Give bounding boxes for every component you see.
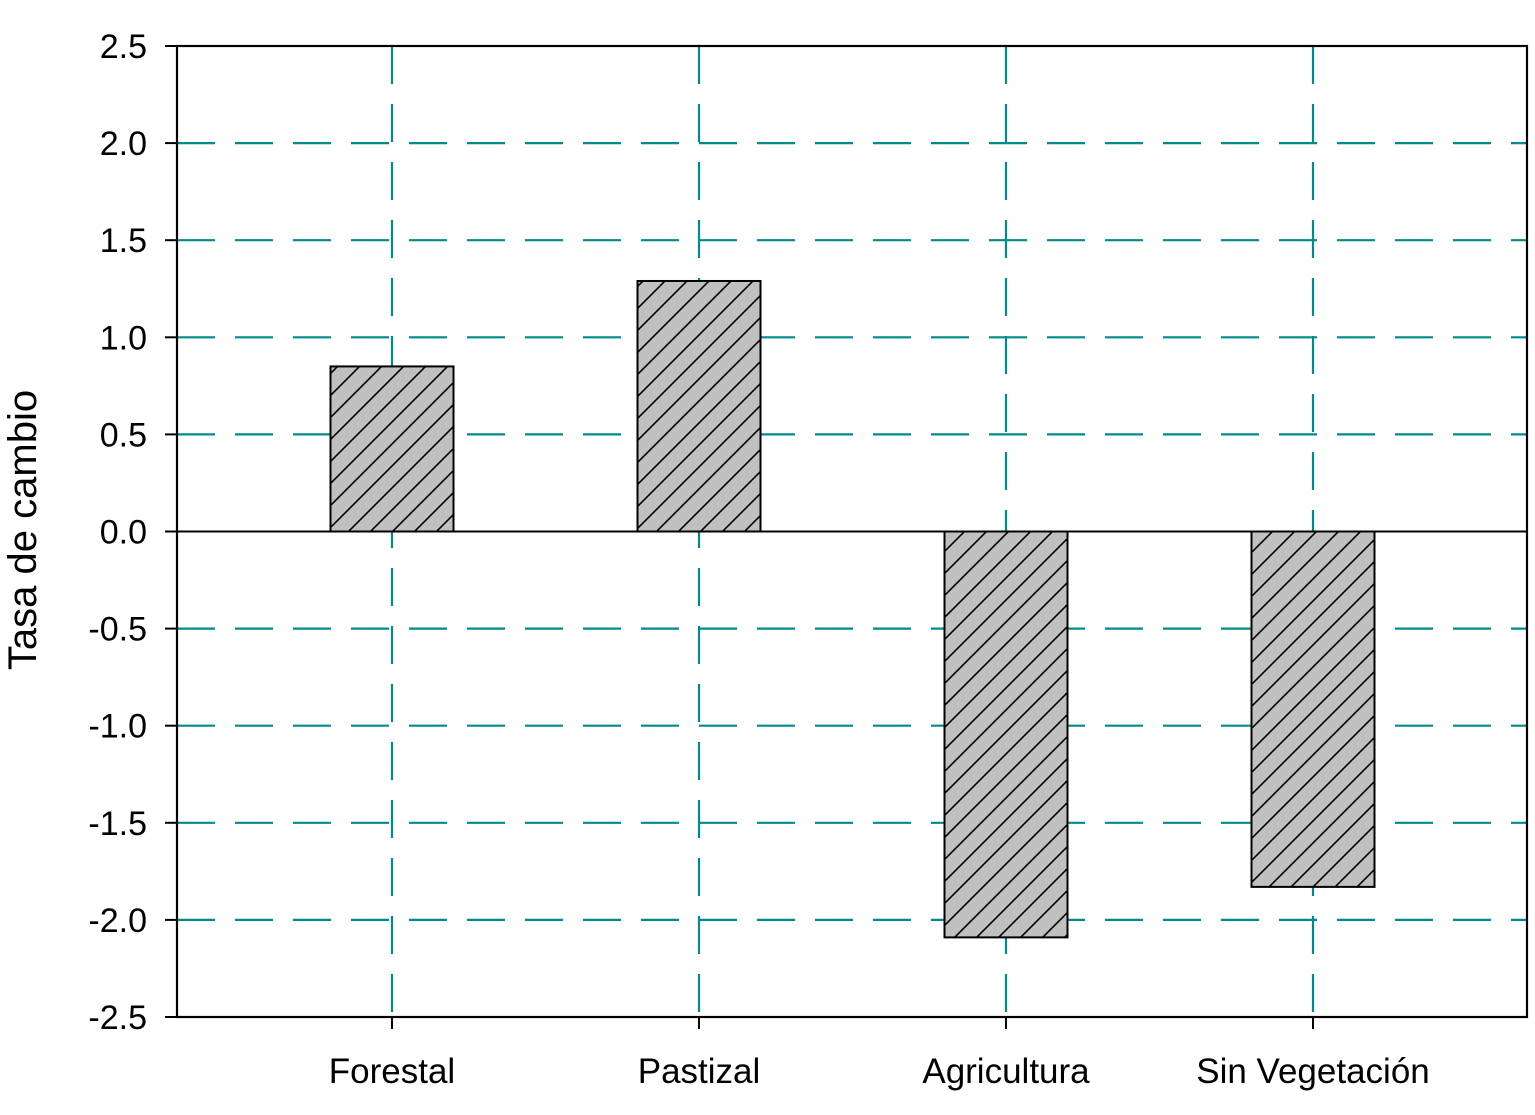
y-tick-label: 2.0 [100, 125, 147, 163]
y-tick-label: -2.5 [88, 999, 147, 1037]
bars-layer [329, 279, 1376, 939]
labels-layer: 2.5 2.0 1.5 1.0 0.5 0.0 -0.5 -1.0 -1.5 -2.0 -2.5 Fo… [88, 28, 1429, 1091]
axes-layer [165, 44, 1529, 1029]
x-category-label: Pastizal [638, 1052, 761, 1091]
y-tick-label: -1.5 [88, 805, 147, 843]
y-tick-label: -2.0 [88, 902, 147, 940]
y-tick-label: 0.0 [100, 514, 147, 552]
bar-pastizal [636, 279, 762, 533]
x-category-label: Agricultura [922, 1052, 1090, 1091]
y-axis-title: Tasa de cambio [1, 390, 45, 670]
y-tick-label: 1.0 [100, 319, 147, 357]
y-tick-label: -1.0 [88, 708, 147, 746]
y-tick-label: 2.5 [100, 28, 147, 66]
bar-forestal [329, 365, 455, 533]
x-category-label: Sin Vegetación [1196, 1052, 1430, 1091]
bar-sin-vegetación [1250, 530, 1376, 888]
y-tick-label: 1.5 [100, 222, 147, 260]
y-tick-label: 0.5 [100, 416, 147, 454]
x-category-label: Forestal [329, 1052, 455, 1091]
bar-agricultura [943, 530, 1069, 939]
y-tick-label: -0.5 [88, 611, 147, 649]
